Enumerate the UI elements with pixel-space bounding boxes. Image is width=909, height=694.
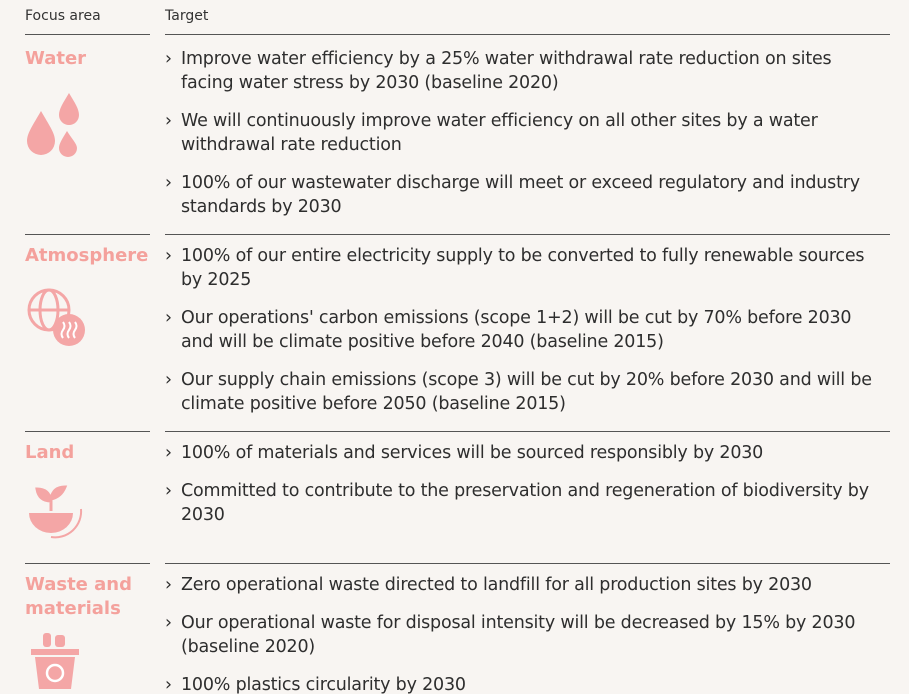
- target: Our operational waste for disposal inten…: [165, 611, 885, 659]
- target: We will continuously improve water effic…: [165, 109, 885, 157]
- icon: [25, 286, 89, 354]
- rule: [165, 563, 890, 564]
- target-list: Improve water efficiency by a 25% water …: [165, 47, 885, 233]
- target: Committed to contribute to the preservat…: [165, 479, 885, 527]
- icon-graphic: [27, 288, 85, 346]
- rule: [25, 563, 150, 564]
- target-list: 100% of our entire electricity supply to…: [165, 244, 885, 430]
- focus-area: Waste and materials: [25, 574, 132, 619]
- rule: [165, 234, 890, 235]
- target-list: Zero operational waste directed to landf…: [165, 573, 885, 694]
- target: Our operations' carbon emissions (scope …: [165, 306, 885, 354]
- target-list: 100% of materials and services will be s…: [165, 441, 885, 541]
- target: Our supply chain emissions (scope 3) wil…: [165, 368, 885, 416]
- rule: [165, 431, 890, 432]
- target: Zero operational waste directed to landf…: [165, 573, 885, 597]
- target: 100% of our entire electricity supply to…: [165, 244, 885, 292]
- focus-area: Land: [25, 442, 75, 463]
- icon: [25, 91, 85, 175]
- target: Improve water efficiency by a 25% water …: [165, 47, 885, 95]
- rule: [25, 34, 150, 35]
- rule: [165, 34, 890, 35]
- rule: [25, 431, 150, 432]
- target: 100% of materials and services will be s…: [165, 441, 885, 465]
- icon-graphic: [29, 485, 83, 539]
- icon: [25, 481, 89, 549]
- focus-area: Water: [25, 48, 87, 69]
- icon-graphic: [31, 633, 79, 689]
- focus-area: Atmosphere: [25, 245, 149, 266]
- rule: [25, 234, 150, 235]
- icon-graphic: [27, 93, 79, 157]
- target: 100% plastics circularity by 2030: [165, 673, 885, 694]
- header-focus: Focus area: [25, 8, 101, 24]
- header-target: Target: [165, 8, 209, 24]
- target: 100% of our wastewater discharge will me…: [165, 171, 885, 219]
- icon: [25, 631, 85, 694]
